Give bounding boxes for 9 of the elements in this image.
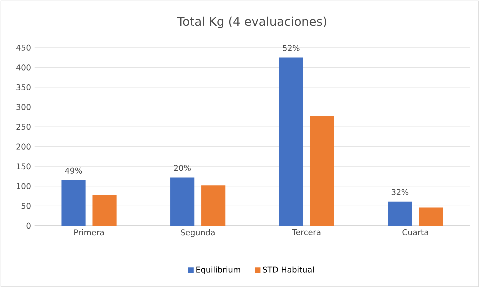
- chart-title: Total Kg (4 evaluaciones): [177, 16, 326, 28]
- bar: [92, 195, 117, 226]
- bar: [202, 186, 226, 226]
- bar: [419, 208, 444, 226]
- bar: [279, 58, 304, 226]
- bar: [388, 202, 412, 226]
- bar: [62, 180, 86, 226]
- bar: [170, 178, 195, 226]
- bar: [310, 116, 334, 226]
